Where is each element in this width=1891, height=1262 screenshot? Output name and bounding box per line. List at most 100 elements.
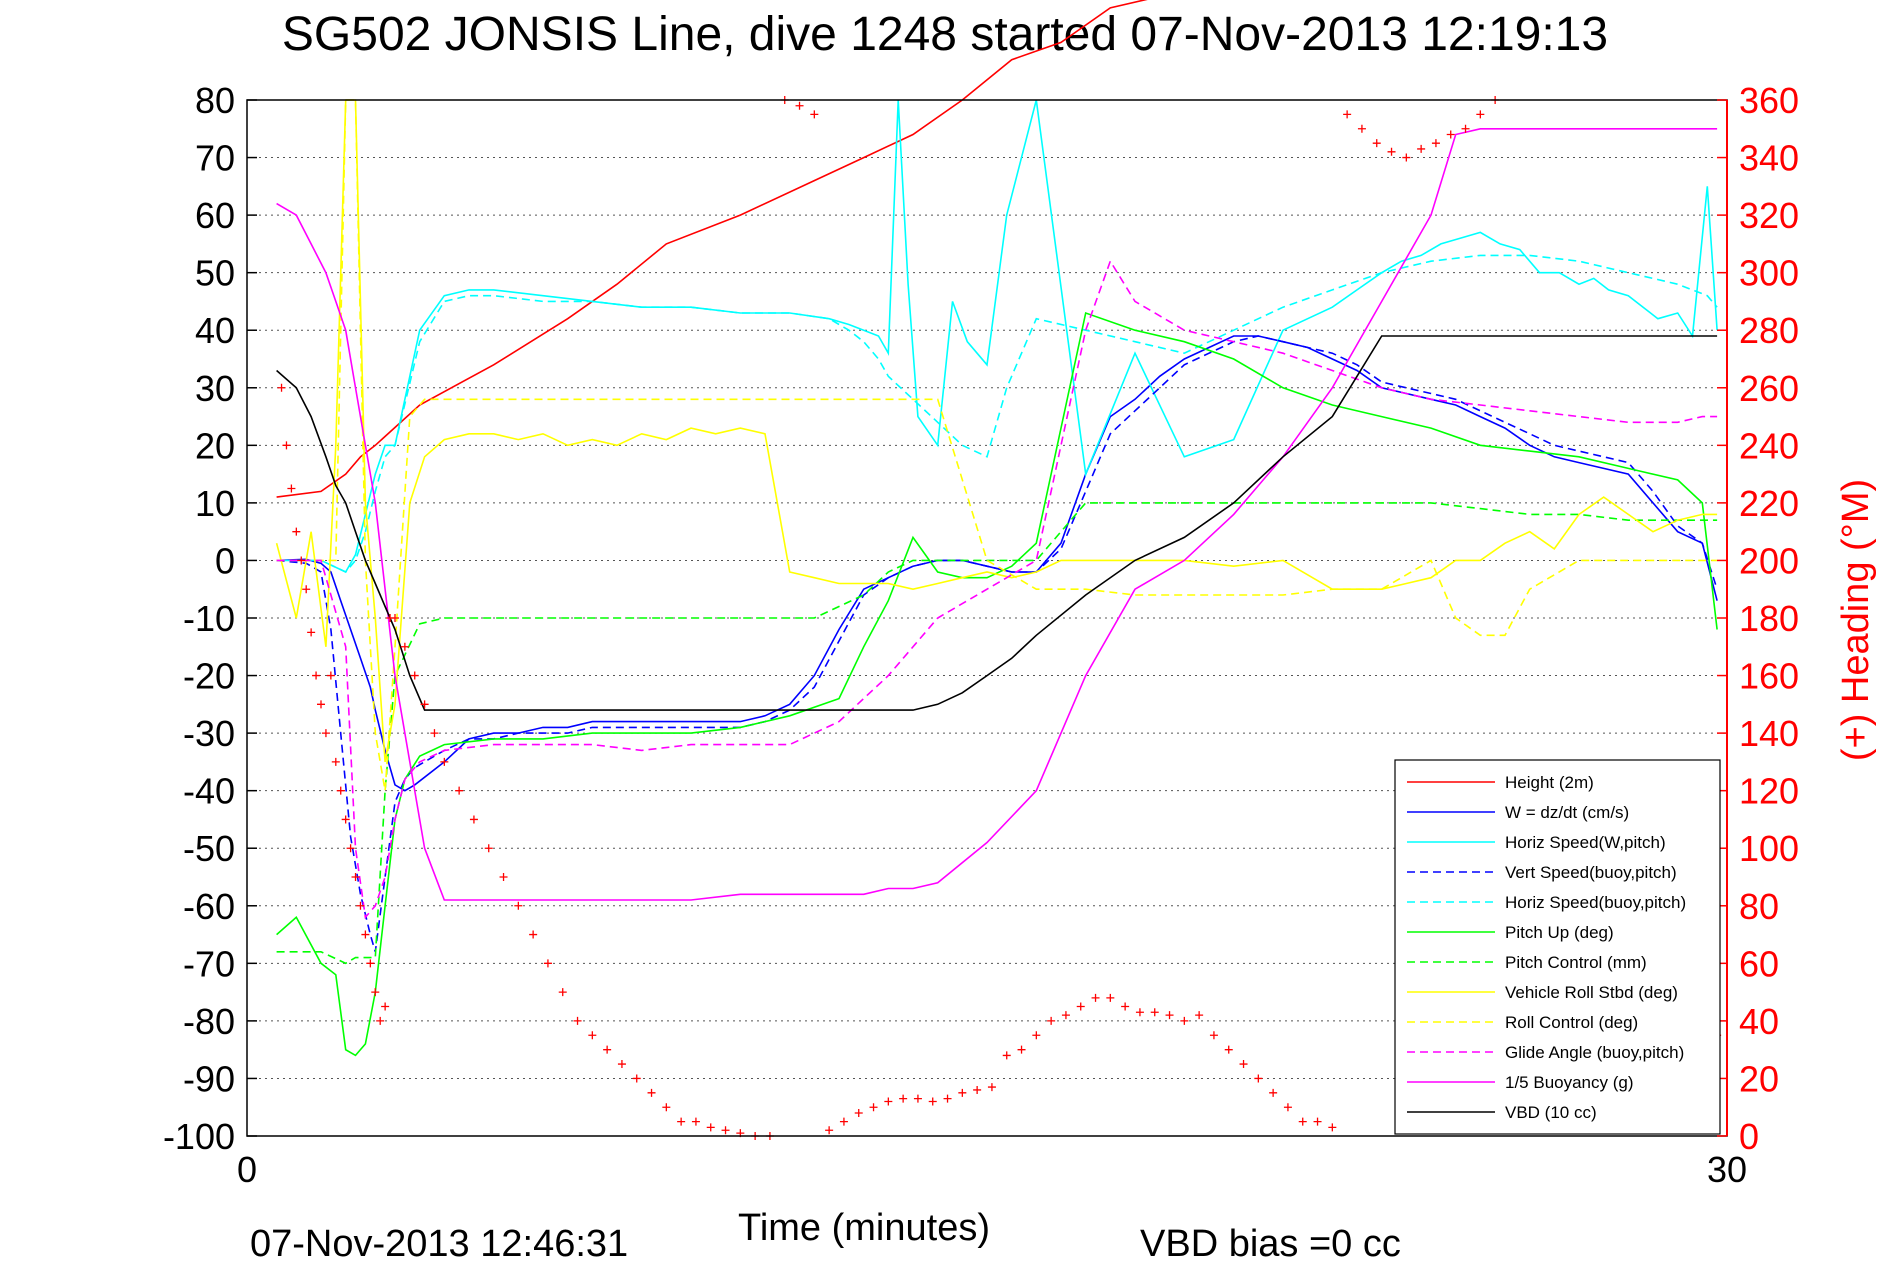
heading-point (1254, 1074, 1263, 1083)
heading-point (277, 383, 286, 392)
heading-point (973, 1085, 982, 1094)
heading-point (440, 757, 449, 766)
heading-point (287, 484, 296, 493)
y-right-tick-label: 280 (1739, 310, 1799, 351)
y-right-tick-label: 40 (1739, 1001, 1779, 1042)
y-right-tick-label: 20 (1739, 1058, 1779, 1099)
y-right-tick-label: 340 (1739, 138, 1799, 179)
heading-point (869, 1103, 878, 1112)
y-right-tick-label: 100 (1739, 828, 1799, 869)
y-right-tick-label: 360 (1739, 80, 1799, 121)
heading-point (1372, 139, 1381, 148)
heading-point (795, 101, 804, 110)
heading-point (376, 1016, 385, 1025)
y-tick-label: -100 (163, 1116, 235, 1157)
heading-point (317, 700, 325, 709)
heading-point (899, 1094, 908, 1103)
y-right-tick-label: 320 (1739, 195, 1799, 236)
heading-point (543, 959, 552, 968)
legend: Height (2m) W = dz/dt (cm/s) Horiz Speed(W… (1394, 759, 1721, 1135)
heading-point (1431, 139, 1440, 148)
heading-point (825, 1126, 834, 1135)
y-tick-label: 40 (195, 310, 235, 351)
heading-point (1076, 1002, 1085, 1011)
series-line-5 (276, 311, 1718, 1057)
heading-point (706, 1123, 715, 1132)
y-tick-label: -80 (183, 1001, 235, 1042)
legend-label: Horiz Speed(buoy,pitch) (1505, 893, 1686, 912)
y-tick-label: 80 (195, 80, 235, 121)
x-tick-label: 0 (237, 1149, 257, 1190)
heading-point (336, 786, 345, 795)
legend-label: Vehicle Roll Stbd (deg) (1505, 983, 1678, 1002)
y-tick-label: 70 (195, 138, 235, 179)
heading-point (484, 844, 493, 853)
chart-title: SG502 JONSIS Line, dive 1248 started 07-… (282, 8, 1608, 61)
heading-point (292, 527, 301, 536)
legend-label: W = dz/dt (cm/s) (1505, 803, 1629, 822)
y-tick-label: 60 (195, 195, 235, 236)
legend-label: Horiz Speed(W,pitch) (1505, 833, 1666, 852)
heading-point (1283, 1103, 1292, 1112)
heading-point (1135, 1008, 1144, 1017)
heading-point (297, 556, 306, 565)
y-right-tick-label: 300 (1739, 253, 1799, 294)
heading-point (677, 1117, 686, 1126)
y-right-tick-label: 220 (1739, 483, 1799, 524)
heading-point (647, 1088, 656, 1097)
heading-point (558, 988, 567, 997)
series-line-8 (276, 99, 1718, 791)
heading-point (1106, 993, 1115, 1002)
heading-point (351, 873, 360, 881)
y-tick-label: -40 (183, 771, 235, 812)
y-tick-label: -10 (183, 598, 235, 639)
heading-point (529, 930, 538, 939)
heading-point (326, 671, 335, 680)
heading-point (1150, 1008, 1159, 1017)
heading-point (1195, 1011, 1204, 1020)
heading-point (1446, 130, 1455, 139)
heading-point (1209, 1031, 1218, 1040)
y-tick-label: -70 (183, 943, 235, 984)
heading-point (1032, 1031, 1041, 1040)
heading-point (854, 1108, 863, 1117)
series-line-11 (276, 335, 1718, 711)
legend-label: Roll Control (deg) (1505, 1013, 1638, 1032)
y-tick-label: 50 (195, 253, 235, 294)
series-line-4 (276, 254, 1718, 573)
series-line-0 (276, 0, 1148, 498)
y-right-tick-label: 0 (1739, 1116, 1759, 1157)
y-right-tick-label: 80 (1739, 886, 1779, 927)
series-line-10 (276, 128, 1718, 901)
heading-point (1298, 1117, 1307, 1126)
heading-point (356, 901, 365, 910)
heading-point (420, 700, 429, 709)
heading-point (312, 671, 321, 680)
heading-point (913, 1094, 922, 1103)
y-right-tick-label: 160 (1739, 656, 1799, 697)
x-tick-label: 30 (1707, 1149, 1747, 1190)
heading-point (400, 642, 409, 651)
y-right-tick-label: 240 (1739, 425, 1799, 466)
heading-point (573, 1016, 582, 1025)
heading-point (1387, 147, 1396, 156)
y-tick-label: 30 (195, 368, 235, 409)
heading-point (662, 1103, 671, 1112)
legend-label: Pitch Control (mm) (1505, 953, 1647, 972)
y-tick-label: -20 (183, 656, 235, 697)
series-line-7 (275, 99, 1718, 763)
heading-point (455, 786, 464, 795)
heading-point (1343, 110, 1352, 119)
heading-point (410, 671, 419, 680)
heading-point (361, 930, 370, 939)
legend-label: 1/5 Buoyancy (g) (1505, 1073, 1634, 1092)
series-line-1 (276, 335, 1718, 792)
y-right-tick-label: 120 (1739, 771, 1799, 812)
heading-point (1061, 1011, 1070, 1020)
heading-point (1091, 993, 1100, 1002)
right-axis-label: (+) Heading (°M) (1835, 479, 1877, 761)
heading-point (588, 1031, 597, 1040)
heading-point (691, 1117, 700, 1126)
y-right-tick-label: 140 (1739, 713, 1799, 754)
